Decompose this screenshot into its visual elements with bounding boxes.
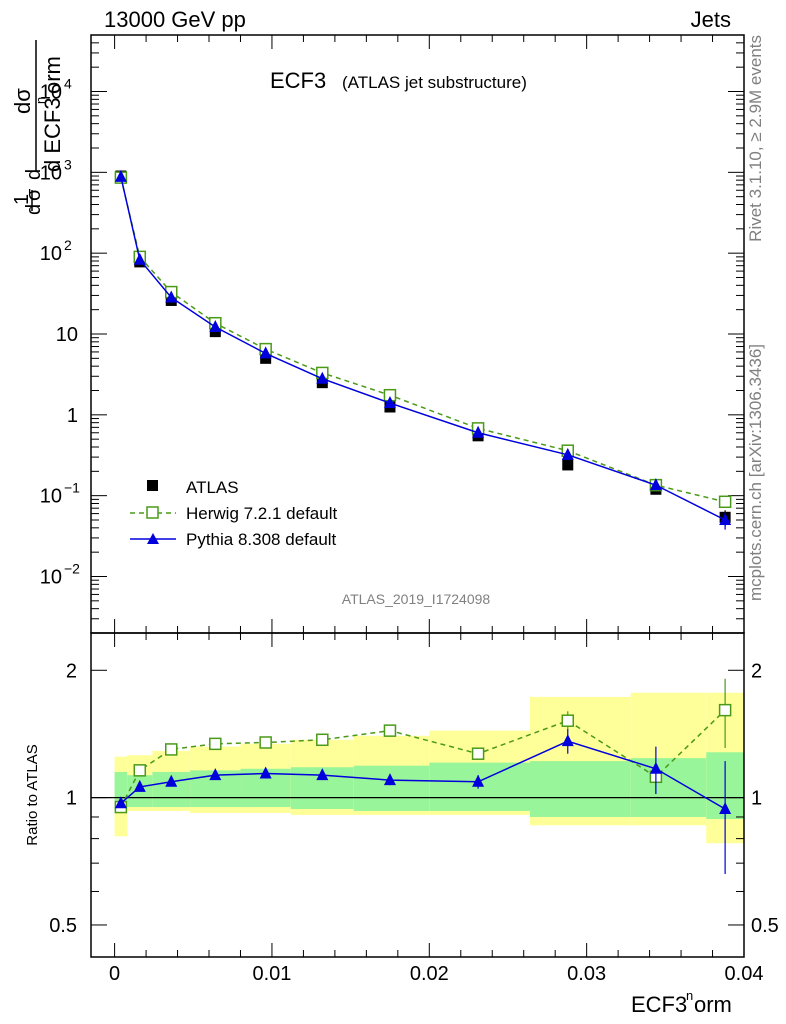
- atlas-point: [562, 459, 574, 471]
- ratio-y-tick-label: 1: [66, 788, 77, 810]
- svg-text:n: n: [686, 988, 693, 1003]
- legend-label-atlas: ATLAS: [186, 478, 239, 497]
- y-tick-label-exp: −1: [64, 480, 80, 496]
- herwig-ratio-line: [120, 709, 726, 808]
- pythia-point: [719, 512, 732, 525]
- legend-marker-herwig: [146, 506, 159, 519]
- herwig-ratio-point: [316, 733, 329, 747]
- legend-label-herwig: Herwig 7.2.1 default: [186, 504, 337, 523]
- pythia-point: [561, 447, 574, 460]
- x-tick-label: 0.02: [410, 963, 449, 985]
- series-layer: [114, 169, 732, 874]
- svg-text:σ: σ: [23, 188, 45, 201]
- svg-text:orm: orm: [694, 992, 732, 1017]
- svg-text:d: d: [23, 204, 45, 215]
- pythia-point: [383, 396, 396, 409]
- header-left: 13000 GeV pp: [104, 7, 246, 32]
- herwig-ratio-point: [133, 764, 147, 777]
- band-inner-bin: [630, 758, 707, 817]
- herwig-line: [120, 177, 726, 503]
- herwig-ratio-point: [209, 737, 222, 751]
- band-inner-bin: [530, 761, 631, 817]
- pythia-ratio-point: [719, 801, 732, 814]
- side-top-text: Rivet 3.1.10, ≥ 2.9M events: [746, 35, 765, 242]
- pythia-point: [165, 290, 178, 303]
- y-tick-label: 10: [40, 486, 62, 508]
- pythia-point: [133, 252, 146, 265]
- main-ylabel: d σ 1 d dσ d ECF3 n orm: [10, 40, 65, 215]
- pythia-line: [120, 176, 726, 521]
- pythia-point: [209, 320, 222, 333]
- pythia-point: [649, 478, 662, 491]
- y-tick-label-exp: 2: [64, 237, 72, 253]
- ratio-frame: [90, 632, 745, 958]
- legend-marker-pythia: [147, 533, 159, 544]
- y-tick-label: 10: [40, 162, 62, 184]
- svg-text:n: n: [33, 97, 48, 104]
- svg-text:d: d: [23, 169, 45, 180]
- pythia-ratio-point: [133, 779, 146, 792]
- svg-text:dσ: dσ: [10, 88, 35, 114]
- herwig-ratio-point: [561, 714, 575, 727]
- y-tick-label: 10: [40, 566, 62, 588]
- y-tick-label: 10: [40, 243, 62, 265]
- svg-text:1: 1: [11, 194, 33, 205]
- pythia-point: [259, 346, 272, 359]
- herwig-ratio-point: [259, 736, 272, 749]
- x-tick-label: 0.03: [567, 963, 606, 985]
- pythia-ratio-point: [114, 796, 127, 809]
- pythia-ratio-point: [316, 768, 329, 781]
- y-tick-label: 1: [67, 405, 78, 427]
- y-tick-label-exp: −2: [64, 560, 80, 576]
- herwig-point: [718, 495, 732, 509]
- herwig-ratio-point: [718, 703, 732, 717]
- ratio-y-tick-label-right: 0.5: [751, 915, 779, 937]
- pythia-ratio-point: [561, 734, 574, 747]
- pythia-ratio-point: [259, 766, 272, 779]
- side-bottom-text: mcplots.cern.ch [arXiv:1306.3436]: [746, 344, 765, 601]
- ratio-y-tick-label-right: 2: [751, 660, 762, 682]
- ratio-uncertainty-bands: [91, 692, 744, 844]
- y-tick-label-exp: 3: [64, 156, 72, 172]
- svg-text:orm: orm: [40, 56, 65, 94]
- legend-label-pythia: Pythia 8.308 default: [186, 530, 337, 549]
- y-tick-label-exp: 4: [64, 76, 72, 92]
- pythia-ratio-point: [649, 761, 662, 774]
- pythia-point: [316, 371, 329, 384]
- herwig-ratio-point: [164, 743, 178, 756]
- plot-title-name: ECF3: [270, 68, 326, 93]
- y-tick-label: 10: [56, 324, 78, 346]
- svg-text:d ECF3: d ECF3: [40, 97, 65, 172]
- ratio-y-tick-label-right: 1: [751, 788, 762, 810]
- header-right: Jets: [691, 7, 731, 32]
- x-tick-label: 0.01: [252, 963, 291, 985]
- analysis-id: ATLAS_2019_I1724098: [342, 591, 491, 607]
- band-inner-bin: [353, 765, 430, 811]
- legend: ATLAS Herwig 7.2.1 default Pythia 8.308 …: [130, 478, 337, 549]
- pythia-ratio-point: [472, 774, 485, 787]
- ratio-y-tick-label: 2: [66, 660, 77, 682]
- x-axis-label: ECF3 n orm: [631, 988, 732, 1017]
- herwig-ratio-point: [383, 724, 397, 737]
- plot-title-desc: (ATLAS jet substructure): [342, 73, 527, 92]
- svg-text:ECF3: ECF3: [631, 992, 687, 1017]
- pythia-point: [114, 169, 127, 182]
- legend-marker-atlas: [147, 480, 158, 491]
- x-tick-label: 0.04: [725, 963, 764, 985]
- herwig-ratio-point: [471, 747, 485, 760]
- x-tick-label: 0: [109, 963, 120, 985]
- pythia-ratio-point: [209, 768, 222, 781]
- ratio-y-tick-label: 0.5: [49, 915, 77, 937]
- y-tick-label: 10: [40, 82, 62, 104]
- pythia-point: [472, 425, 485, 438]
- pythia-ratio-point: [165, 774, 178, 787]
- pythia-ratio-point: [383, 773, 396, 786]
- ratio-ylabel: Ratio to ATLAS: [24, 744, 41, 845]
